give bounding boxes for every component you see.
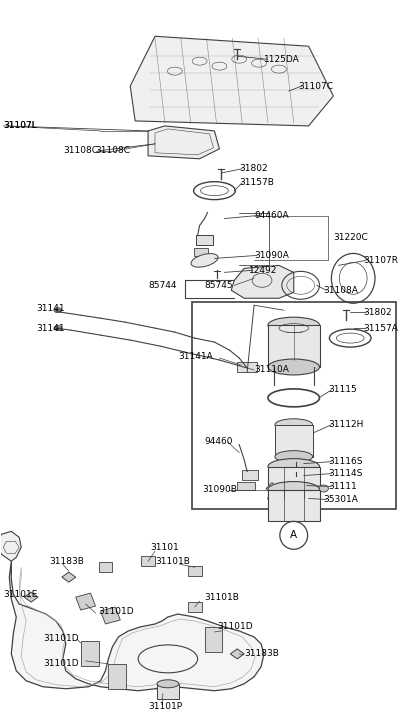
- Bar: [188, 602, 202, 612]
- Polygon shape: [266, 483, 278, 494]
- Text: 31101D: 31101D: [43, 635, 79, 643]
- Polygon shape: [130, 36, 333, 126]
- Text: 94460A: 94460A: [254, 211, 289, 220]
- Text: 31090A: 31090A: [254, 251, 289, 260]
- Text: 31101B: 31101B: [204, 593, 239, 602]
- Polygon shape: [0, 531, 21, 561]
- Ellipse shape: [268, 491, 319, 507]
- Text: 31108A: 31108A: [324, 286, 358, 294]
- Text: 31108C: 31108C: [63, 146, 98, 156]
- Text: 85745: 85745: [204, 281, 233, 290]
- Text: 31101P: 31101P: [148, 702, 182, 711]
- Bar: [268, 489, 319, 521]
- Text: 31111: 31111: [328, 482, 357, 491]
- Text: 12492: 12492: [249, 266, 278, 275]
- Ellipse shape: [268, 359, 319, 375]
- Polygon shape: [9, 561, 264, 691]
- Text: 31101: 31101: [150, 543, 179, 552]
- Text: 31114S: 31114S: [328, 469, 363, 478]
- Polygon shape: [24, 592, 38, 602]
- Text: 31110A: 31110A: [254, 366, 289, 374]
- Text: 31183B: 31183B: [49, 557, 84, 566]
- Text: 35301A: 35301A: [324, 495, 358, 504]
- Bar: [268, 325, 319, 367]
- Text: 85744: 85744: [148, 281, 177, 290]
- Ellipse shape: [275, 419, 312, 430]
- Text: 31220C: 31220C: [333, 233, 368, 242]
- Bar: [237, 481, 255, 489]
- Text: 31183B: 31183B: [244, 649, 279, 659]
- Text: 31101E: 31101E: [3, 590, 38, 598]
- Text: 31101D: 31101D: [43, 659, 79, 668]
- Text: A: A: [290, 530, 297, 540]
- Text: 94460: 94460: [204, 437, 233, 446]
- Text: 31108C: 31108C: [96, 146, 130, 156]
- Text: 31107L: 31107L: [3, 121, 37, 130]
- Ellipse shape: [268, 459, 319, 475]
- Bar: [108, 664, 126, 688]
- Bar: [193, 249, 207, 257]
- Ellipse shape: [275, 451, 312, 462]
- Text: 31101D: 31101D: [99, 606, 134, 616]
- Bar: [196, 236, 213, 246]
- Bar: [157, 684, 179, 699]
- Text: 31141: 31141: [36, 324, 65, 333]
- Text: 31115: 31115: [328, 385, 357, 395]
- Text: 31141A: 31141A: [178, 352, 213, 361]
- Polygon shape: [148, 126, 219, 158]
- Bar: [99, 562, 112, 572]
- Polygon shape: [76, 593, 96, 610]
- Text: 31107R: 31107R: [363, 256, 398, 265]
- Text: 31141: 31141: [36, 304, 65, 313]
- Text: 31107C: 31107C: [299, 81, 334, 91]
- Polygon shape: [62, 572, 76, 582]
- Ellipse shape: [293, 476, 298, 479]
- Bar: [237, 362, 257, 372]
- Text: 31112H: 31112H: [328, 420, 364, 429]
- Polygon shape: [231, 265, 294, 298]
- Bar: [275, 425, 312, 457]
- Text: 31802: 31802: [239, 164, 268, 173]
- Ellipse shape: [191, 254, 218, 268]
- FancyBboxPatch shape: [289, 480, 303, 491]
- Text: 31116S: 31116S: [328, 457, 363, 466]
- Bar: [204, 627, 222, 652]
- Ellipse shape: [294, 466, 298, 469]
- Bar: [192, 302, 396, 510]
- Bar: [242, 470, 258, 480]
- Bar: [188, 566, 202, 577]
- Text: 31157B: 31157B: [239, 178, 274, 187]
- Text: 31101D: 31101D: [218, 622, 253, 632]
- Text: 31090B: 31090B: [202, 485, 238, 494]
- Ellipse shape: [54, 326, 62, 331]
- Bar: [141, 556, 155, 566]
- Polygon shape: [230, 649, 244, 659]
- Polygon shape: [101, 607, 120, 624]
- Bar: [81, 641, 99, 666]
- Ellipse shape: [268, 317, 319, 333]
- Text: 1125DA: 1125DA: [264, 55, 300, 64]
- Ellipse shape: [157, 680, 179, 688]
- Text: 31107L: 31107L: [3, 121, 37, 130]
- Bar: [268, 467, 319, 499]
- Text: 31157A: 31157A: [363, 324, 398, 333]
- Text: 31101B: 31101B: [155, 557, 190, 566]
- Ellipse shape: [268, 481, 319, 497]
- Ellipse shape: [319, 485, 328, 492]
- Text: 31802: 31802: [363, 308, 392, 317]
- Ellipse shape: [54, 308, 62, 313]
- Ellipse shape: [157, 685, 179, 693]
